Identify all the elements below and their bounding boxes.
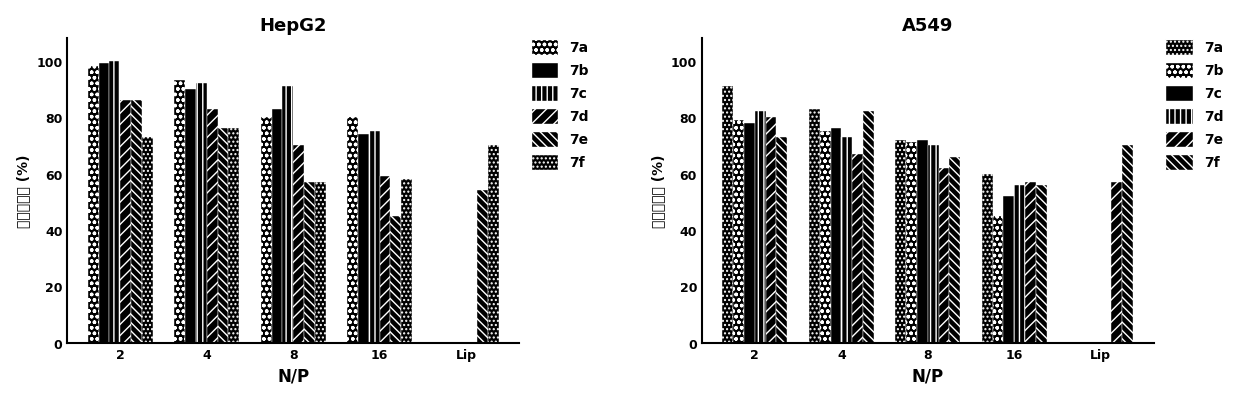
- Bar: [260, 118, 272, 343]
- Bar: [175, 81, 185, 343]
- Y-axis label: 细胞存活率 (%): 细胞存活率 (%): [16, 154, 31, 228]
- Bar: [765, 118, 776, 343]
- Bar: [831, 129, 841, 343]
- Bar: [487, 146, 498, 343]
- Bar: [1025, 182, 1035, 343]
- Bar: [185, 89, 196, 343]
- Y-axis label: 细胞存活率 (%): 细胞存活率 (%): [651, 154, 665, 228]
- Bar: [368, 132, 379, 343]
- X-axis label: N/P: N/P: [911, 367, 944, 385]
- Bar: [402, 180, 412, 343]
- Bar: [928, 146, 939, 343]
- Title: HepG2: HepG2: [259, 16, 327, 34]
- Bar: [723, 87, 733, 343]
- Bar: [347, 118, 358, 343]
- Bar: [992, 216, 1003, 343]
- Bar: [755, 112, 765, 343]
- Bar: [744, 124, 755, 343]
- Bar: [1111, 182, 1122, 343]
- Bar: [293, 146, 304, 343]
- Bar: [283, 87, 293, 343]
- Bar: [109, 61, 120, 343]
- Bar: [131, 101, 141, 343]
- Bar: [477, 191, 487, 343]
- Title: A549: A549: [901, 16, 954, 34]
- Bar: [99, 64, 109, 343]
- Bar: [379, 177, 391, 343]
- Bar: [88, 67, 99, 343]
- Bar: [916, 140, 928, 343]
- Bar: [196, 84, 207, 343]
- Legend: 7a, 7b, 7c, 7d, 7e, 7f: 7a, 7b, 7c, 7d, 7e, 7f: [531, 40, 589, 170]
- Bar: [358, 135, 368, 343]
- Bar: [852, 154, 863, 343]
- Bar: [207, 109, 217, 343]
- Bar: [1003, 196, 1014, 343]
- Bar: [733, 121, 744, 343]
- Bar: [141, 138, 153, 343]
- Bar: [1035, 185, 1047, 343]
- Bar: [982, 174, 992, 343]
- Bar: [939, 168, 950, 343]
- Bar: [863, 112, 874, 343]
- Bar: [272, 109, 283, 343]
- Bar: [820, 132, 831, 343]
- Bar: [217, 129, 228, 343]
- Legend: 7a, 7b, 7c, 7d, 7e, 7f: 7a, 7b, 7c, 7d, 7e, 7f: [1166, 40, 1224, 170]
- Bar: [808, 109, 820, 343]
- Bar: [841, 138, 852, 343]
- Bar: [895, 140, 906, 343]
- Bar: [315, 182, 326, 343]
- Bar: [906, 143, 916, 343]
- Bar: [950, 157, 960, 343]
- Bar: [1014, 185, 1025, 343]
- X-axis label: N/P: N/P: [277, 367, 309, 385]
- Bar: [120, 101, 131, 343]
- Bar: [391, 216, 402, 343]
- Bar: [228, 129, 239, 343]
- Bar: [776, 138, 787, 343]
- Bar: [1122, 146, 1133, 343]
- Bar: [304, 182, 315, 343]
